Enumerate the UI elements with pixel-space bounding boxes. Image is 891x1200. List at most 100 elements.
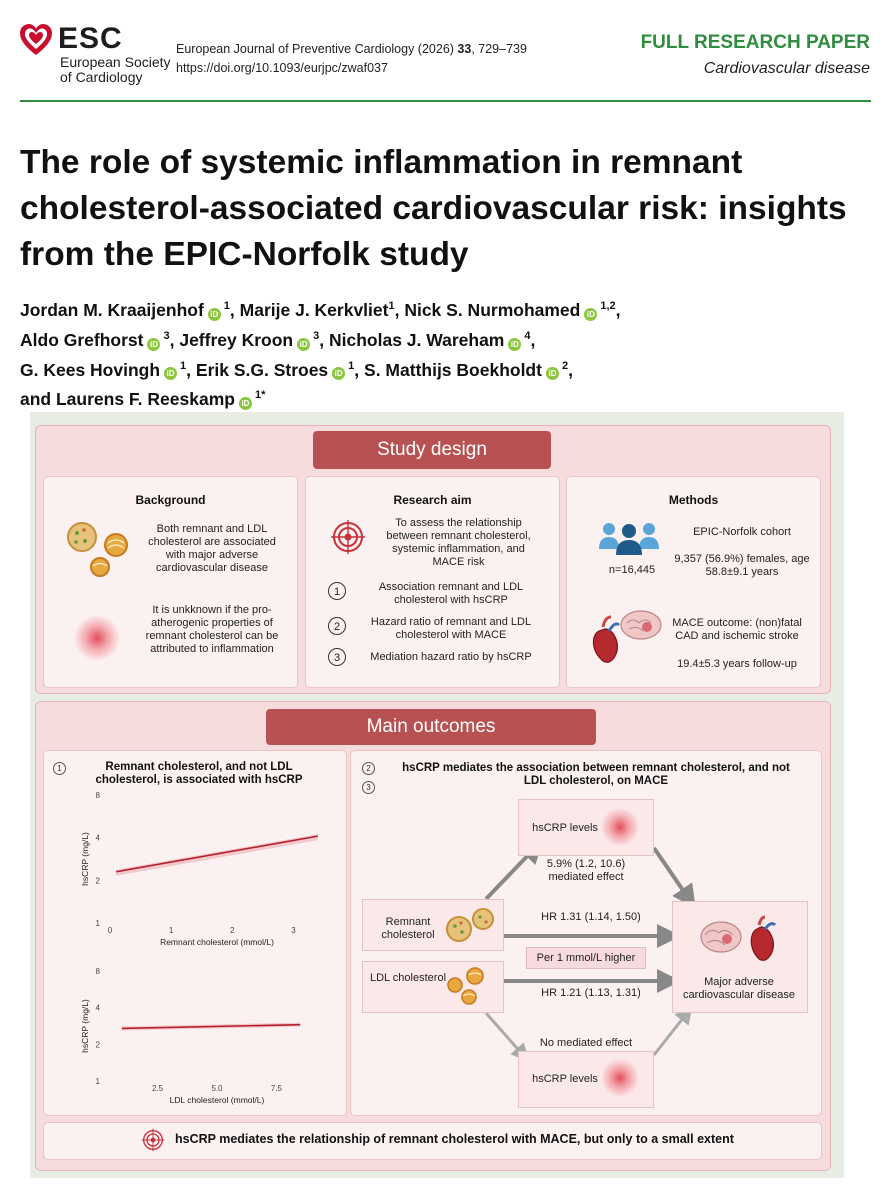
aim-item-2-text: Hazard ratio of remnant and LDL choleste… [370,616,532,641]
author-affiliation: 2 [561,359,569,372]
aim-item-1-text: Association remnant and LDL cholesterol … [378,581,524,606]
organization-name: European Society of Cardiology [60,54,171,85]
header-divider [20,100,871,102]
y-tick-label: 2 [96,876,101,885]
background-card: Background Both remnant and LDL choleste… [43,476,298,688]
x-tick-label: 7.5 [271,1084,283,1093]
methods-outcome: MACE outcome: (non)fatal CAD and ischemi… [672,617,802,642]
x-tick-label: 2.5 [152,1084,164,1093]
author-name: Jordan M. Kraaijenhof [20,299,204,320]
per-unit-box: Per 1 mmol/L higher [526,947,646,969]
hscrp-bottom-label: hsCRP levels [532,1073,598,1085]
author-list: Jordan M. Kraaijenhof iD1, Marije J. Kerk… [20,299,621,411]
hscrp-top-glow-icon [601,808,639,846]
y-tick-label: 2 [96,1040,101,1049]
background-text-1: Both remnant and LDL cholesterol are ass… [148,523,276,574]
article-subject: Cardiovascular disease [703,60,870,77]
no-mediated-effect: No mediated effect [539,1037,633,1049]
author-affiliation: 3 [163,329,170,342]
background-heading: Background [135,493,206,507]
series-line [115,835,319,873]
main-outcomes-header: Main outcomes [266,709,596,745]
aim-item-3-number: 3 [328,648,346,666]
doi-link[interactable]: https://doi.org/10.1093/eurjpc/zwaf037 [176,61,388,75]
methods-cohort: EPIC-Norfolk cohort [693,526,791,538]
x-tick-label: 5.0 [211,1084,223,1093]
x-tick-label: 1 [169,926,174,935]
brain-heart-icon [700,915,777,961]
series-line [121,1023,301,1030]
x-axis-label: Remnant cholesterol (mmol/L) [160,937,274,947]
x-tick-label: 2 [230,926,235,935]
y-tick-label: 4 [96,834,101,843]
orcid-icon[interactable]: iD [164,367,178,381]
author-name: Nicholas J. Wareham [328,329,505,350]
conclusion-target-icon [141,1128,165,1152]
ldl-particles-icon [447,967,484,1005]
author-name: G. Kees Hovingh [20,359,161,380]
research-aim-text: To assess the relationship between remna… [386,517,531,568]
y-axis-label: hsCRP (mg/L) [80,999,90,1053]
hscrp-bottom-glow-icon [601,1059,639,1097]
research-aim-card: Research aim To assess the relationship … [305,476,560,688]
x-tick-label: 3 [291,926,296,935]
arrow-hscrp-to-mace [652,846,696,909]
arrow-remnant-to-hscrp [484,839,544,901]
heart-brain-icon [592,610,662,663]
mediation-arrows [484,839,696,1062]
remnant-particles-icon [446,908,494,942]
esc-logo [18,22,54,58]
mediation-card: 2 3 hsCRP mediates the association betwe… [350,750,822,1116]
author-affiliation: 1 [180,359,187,372]
association-heading: Remnant cholesterol, and not LDL cholest… [95,761,303,786]
study-design-header: Study design [313,431,551,469]
heart-logo-icon [20,24,52,55]
ldl-label: LDL cholesterol [369,972,447,984]
ldl-hscrp-chart: 1 2 4 8 2.5 5.0 7.5 LDL cholesterol (mmol/L) hsC… [80,967,301,1105]
orcid-icon[interactable]: iD [584,307,598,321]
target-icon [331,520,365,554]
association-card: 1 Remnant cholesterol, and not LDL chole… [43,750,347,1116]
author-name: Marije J. Kerkvliet [239,299,389,320]
people-group-icon [599,523,659,555]
research-aim-heading: Research aim [393,493,472,507]
author-affiliation: 1,2 [600,300,616,312]
x-axis-label: LDL cholesterol (mmol/L) [170,1095,265,1105]
orcid-icon[interactable]: iD [238,397,252,411]
remnant-label: Remnant cholesterol [381,916,435,941]
arrow-ldl-to-hscrp [484,1012,529,1062]
orcid-icon[interactable]: iD [508,337,522,351]
orcid-icon[interactable]: iD [545,367,559,381]
y-tick-label: 1 [96,1077,101,1086]
background-text-2: It is unkknown if the pro-atherogenic pr… [145,604,279,655]
aim-item-2-number: 2 [328,617,346,635]
aim-item-3-text: Mediation hazard ratio by hsCRP [370,651,532,663]
orcid-icon[interactable]: iD [297,337,311,351]
outcome-1-number: 1 [53,762,66,775]
orcid-icon[interactable]: iD [332,367,346,381]
ldl-hazard-ratio: HR 1.21 (1.13, 1.31) [541,987,641,999]
lipoprotein-particles-icon [67,522,128,577]
author-name: S. Matthijs Boekholdt [364,359,542,380]
y-axis-label: hsCRP (mg/L) [80,832,90,886]
orcid-icon[interactable]: iD [147,337,161,351]
outcome-3-number: 3 [362,781,375,794]
author-affiliation: 1 [348,359,355,372]
hscrp-top-label: hsCRP levels [532,822,598,834]
author-name: Erik S.G. Stroes [195,359,329,380]
conclusion-text: hsCRP mediates the relationship of remna… [175,1132,734,1146]
paper-title: The role of systemic inflammation in rem… [20,144,847,273]
y-tick-label: 8 [96,791,101,800]
remnant-hazard-ratio: HR 1.31 (1.14, 1.50) [541,911,641,923]
arrow-hscrp-bottom-to-mace [652,1005,693,1056]
outcome-2-number: 2 [362,762,375,775]
author-name: Nick S. Nurmohamed [404,299,581,320]
y-tick-label: 4 [96,1004,101,1013]
orcid-icon[interactable]: iD [207,307,221,321]
methods-demographics: 9,357 (56.9%) females, age 58.8±9.1 year… [674,553,810,578]
cohort-size: n=16,445 [608,564,656,576]
logo-text: ESC [58,22,123,55]
author-name: Aldo Grefhorst [20,329,144,350]
author-affiliation: 4 [524,329,531,342]
